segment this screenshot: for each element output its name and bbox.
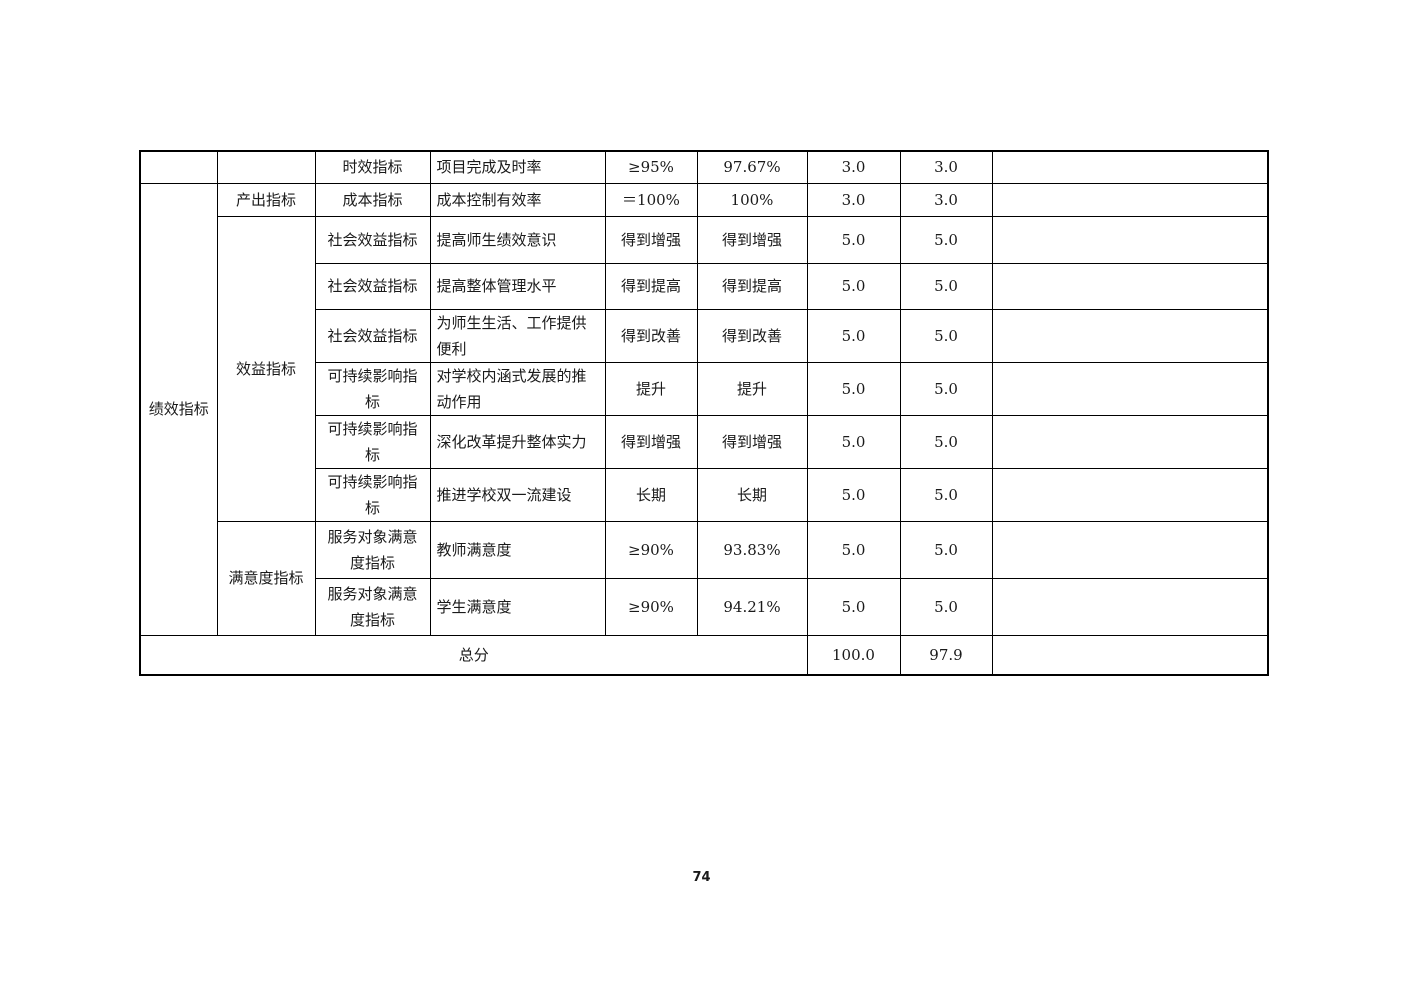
- cell-score: 3.0: [899, 150, 993, 184]
- table-row-total: 总分 100.0 97.9: [139, 634, 1269, 676]
- cell-actual-value: 得到提高: [696, 262, 808, 310]
- cell-total-label: 总分: [139, 634, 808, 676]
- cell-indicator-content: 推进学校双一流建设: [429, 467, 606, 522]
- cell-notes: [991, 467, 1269, 522]
- cell-target-value: 得到提高: [604, 262, 698, 310]
- table-row: 绩效指标 产出指标 成本指标 成本控制有效率 ＝100% 100% 3.0 3.…: [139, 182, 1269, 636]
- cell-score: 5.0: [899, 262, 993, 310]
- cell-actual-value: 97.67%: [696, 150, 808, 184]
- cell-weight: 5.0: [806, 215, 901, 264]
- cell-notes: [991, 182, 1269, 217]
- cell-score: 5.0: [899, 577, 993, 636]
- cell-weight: 5.0: [806, 308, 901, 363]
- cell-notes: [991, 577, 1269, 636]
- cell-weight: 3.0: [806, 182, 901, 217]
- cell-total-weight: 100.0: [806, 634, 901, 676]
- cell-notes: [991, 308, 1269, 363]
- cell-indicator-content: 项目完成及时率: [429, 150, 606, 184]
- cell-indicator-content: 深化改革提升整体实力: [429, 414, 606, 469]
- cell-target-value: 得到增强: [604, 215, 698, 264]
- cell-actual-value: 100%: [696, 182, 808, 217]
- page-number: 74: [692, 870, 711, 885]
- cell-indicator-type: 服务对象满意度指标: [314, 520, 431, 579]
- cell-indicator-content: 提高师生绩效意识: [429, 215, 606, 264]
- table-row: 效益指标 社会效益指标 提高师生绩效意识 得到增强 得到增强 5.0 5.0: [140, 215, 1269, 522]
- cell-target-value: 得到增强: [604, 414, 698, 469]
- table-row: 社会效益指标 提高整体管理水平 得到提高 得到提高 5.0 5.0: [140, 262, 1269, 310]
- cell-indicator-type: 成本指标: [314, 182, 431, 217]
- cell-indicator-content: 学生满意度: [429, 577, 606, 636]
- cell-notes: [991, 150, 1269, 184]
- cell-indicator-type: 服务对象满意度指标: [314, 577, 431, 636]
- cell-level2-group-output: 产出指标: [216, 182, 316, 217]
- cell-notes: [991, 215, 1269, 264]
- cell-score: 5.0: [899, 414, 993, 469]
- cell-indicator-content: 为师生生活、工作提供便利: [429, 308, 606, 363]
- cell-indicator-content: 成本控制有效率: [429, 182, 606, 217]
- cell-indicator-content: 教师满意度: [429, 520, 606, 579]
- cell-target-value: ≥90%: [604, 520, 698, 579]
- cell-notes: [991, 262, 1269, 310]
- cell-notes: [991, 361, 1269, 416]
- cell-level2-empty: [216, 150, 316, 184]
- cell-score: 5.0: [899, 361, 993, 416]
- cell-level1-empty: [139, 150, 218, 184]
- cell-actual-value: 94.21%: [696, 577, 808, 636]
- cell-score: 5.0: [899, 215, 993, 264]
- cell-score: 5.0: [899, 308, 993, 363]
- cell-indicator-type: 社会效益指标: [314, 262, 431, 310]
- cell-actual-value: 得到增强: [696, 215, 808, 264]
- cell-target-value: 长期: [604, 467, 698, 522]
- cell-level1-group: 绩效指标: [139, 182, 218, 636]
- performance-indicator-table: 时效指标 项目完成及时率 ≥95% 97.67% 3.0 3.0 绩效指标 产出…: [139, 150, 1269, 676]
- table-row: 可持续影响指标 对学校内涵式发展的推动作用 提升 提升 5.0 5.0: [140, 361, 1269, 416]
- cell-weight: 5.0: [806, 520, 901, 579]
- cell-actual-value: 提升: [696, 361, 808, 416]
- cell-indicator-type: 时效指标: [314, 150, 431, 184]
- cell-level2-group-satisfaction: 满意度指标: [216, 520, 316, 636]
- cell-indicator-type: 可持续影响指标: [314, 414, 431, 469]
- cell-total-score: 97.9: [899, 634, 993, 676]
- cell-actual-value: 长期: [696, 467, 808, 522]
- cell-notes: [991, 634, 1269, 676]
- table-row: 社会效益指标 为师生生活、工作提供便利 得到改善 得到改善 5.0 5.0: [140, 308, 1269, 363]
- cell-notes: [991, 414, 1269, 469]
- cell-score: 3.0: [899, 182, 993, 217]
- cell-indicator-type: 社会效益指标: [314, 215, 431, 264]
- cell-weight: 5.0: [806, 414, 901, 469]
- cell-notes: [991, 520, 1269, 579]
- cell-weight: 5.0: [806, 361, 901, 416]
- cell-actual-value: 得到增强: [696, 414, 808, 469]
- cell-indicator-type: 可持续影响指标: [314, 361, 431, 416]
- cell-target-value: ＝100%: [604, 182, 698, 217]
- cell-indicator-type: 可持续影响指标: [314, 467, 431, 522]
- table-row: 时效指标 项目完成及时率 ≥95% 97.67% 3.0 3.0: [139, 150, 1269, 184]
- cell-weight: 5.0: [806, 577, 901, 636]
- cell-target-value: 得到改善: [604, 308, 698, 363]
- cell-target-value: ≥90%: [604, 577, 698, 636]
- cell-actual-value: 93.83%: [696, 520, 808, 579]
- cell-score: 5.0: [899, 520, 993, 579]
- cell-weight: 5.0: [806, 262, 901, 310]
- cell-actual-value: 得到改善: [696, 308, 808, 363]
- cell-level2-group-benefit: 效益指标: [216, 215, 316, 522]
- cell-weight: 5.0: [806, 467, 901, 522]
- cell-indicator-type: 社会效益指标: [314, 308, 431, 363]
- cell-indicator-content: 对学校内涵式发展的推动作用: [429, 361, 606, 416]
- table-row: 可持续影响指标 推进学校双一流建设 长期 长期 5.0 5.0: [140, 467, 1269, 522]
- cell-target-value: 提升: [604, 361, 698, 416]
- cell-indicator-content: 提高整体管理水平: [429, 262, 606, 310]
- cell-score: 5.0: [899, 467, 993, 522]
- cell-weight: 3.0: [806, 150, 901, 184]
- cell-target-value: ≥95%: [604, 150, 698, 184]
- table-row: 满意度指标 服务对象满意度指标 教师满意度 ≥90% 93.83% 5.0 5.…: [140, 520, 1269, 636]
- table-row: 可持续影响指标 深化改革提升整体实力 得到增强 得到增强 5.0 5.0: [140, 414, 1269, 469]
